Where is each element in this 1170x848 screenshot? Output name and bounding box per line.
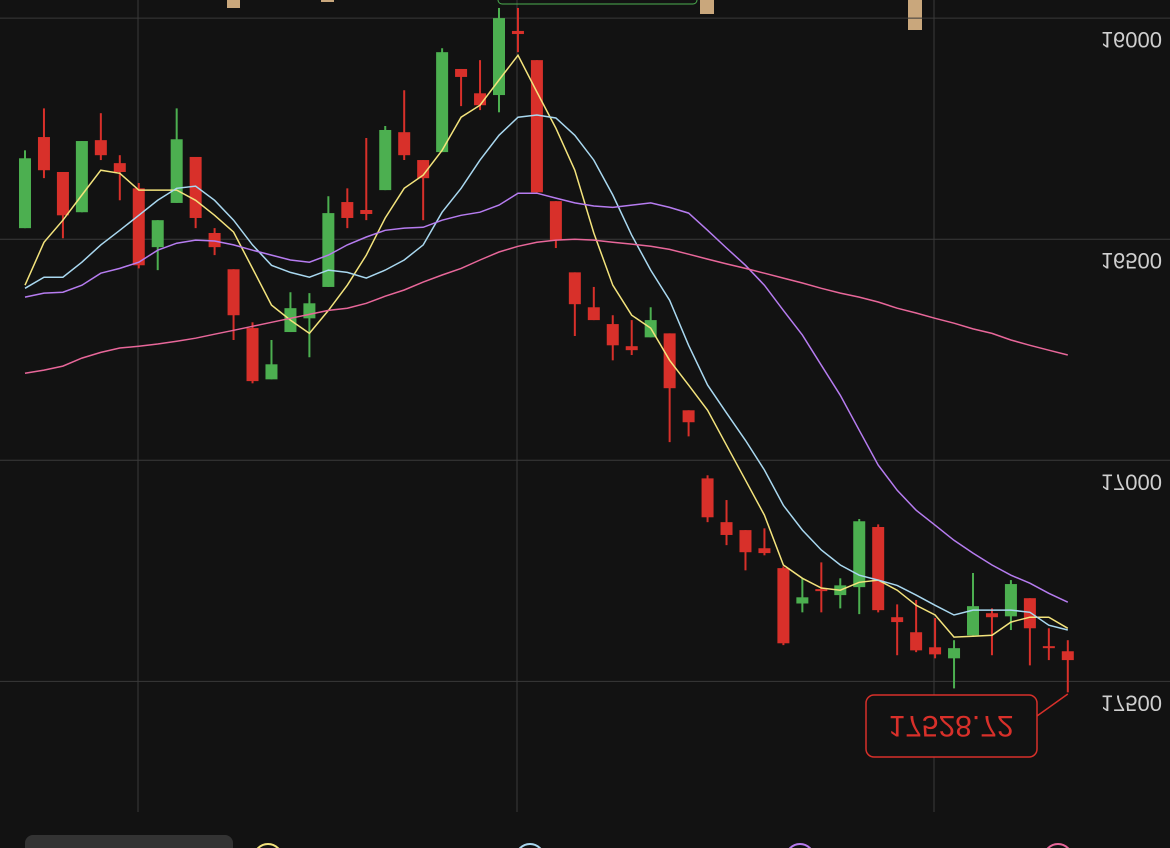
candle-body bbox=[796, 597, 809, 604]
candle-body bbox=[549, 201, 562, 241]
toggle-icon[interactable] bbox=[515, 843, 545, 848]
candle-body bbox=[701, 478, 714, 518]
candle-body bbox=[265, 364, 278, 380]
toolbar-button[interactable] bbox=[25, 835, 233, 848]
candle-body bbox=[151, 220, 164, 248]
candle-body bbox=[360, 210, 373, 214]
candle-body bbox=[587, 307, 600, 321]
candle-body bbox=[853, 521, 866, 588]
last-price-tag: 17528.72 bbox=[865, 693, 1069, 758]
candle-body bbox=[625, 346, 638, 351]
toggle-icon[interactable] bbox=[785, 843, 815, 848]
candle-body bbox=[1061, 651, 1074, 661]
candle-body bbox=[568, 272, 581, 305]
candle-body bbox=[815, 589, 828, 592]
candle-body bbox=[910, 632, 923, 651]
ma-line bbox=[24, 53, 1069, 638]
candle-body bbox=[511, 30, 524, 35]
candle-body bbox=[246, 328, 259, 382]
candle-body bbox=[1004, 584, 1017, 617]
candle-body bbox=[189, 156, 202, 218]
candle-body bbox=[417, 160, 430, 179]
y-tick-label: 16000 bbox=[1101, 27, 1162, 52]
candle-body bbox=[872, 527, 885, 611]
ma-line bbox=[24, 192, 1069, 603]
toggle-icon[interactable] bbox=[253, 843, 283, 848]
ma-line bbox=[24, 114, 1068, 631]
candle-body bbox=[113, 163, 126, 172]
candle-body bbox=[1042, 646, 1055, 649]
candle-body bbox=[132, 188, 145, 266]
candle-body bbox=[493, 18, 505, 96]
candle-body bbox=[398, 132, 411, 156]
candle-body bbox=[929, 647, 942, 655]
candle-body bbox=[227, 269, 240, 316]
candle-body bbox=[56, 171, 69, 216]
candle-body bbox=[891, 617, 904, 623]
candle-body bbox=[758, 548, 771, 554]
y-tick-label: 16500 bbox=[1101, 248, 1162, 273]
partial-bar bbox=[321, 0, 334, 2]
toggle-icon[interactable] bbox=[1043, 843, 1073, 848]
candle-body bbox=[967, 606, 979, 636]
candle-body bbox=[682, 410, 695, 423]
candle-body bbox=[985, 613, 998, 618]
ma-line bbox=[24, 238, 1068, 374]
y-tick-label: 17000 bbox=[1101, 469, 1162, 494]
candle-body bbox=[474, 93, 487, 106]
candle-body bbox=[341, 202, 354, 218]
candle-body bbox=[739, 530, 752, 553]
candle-body bbox=[379, 129, 392, 191]
candle-body bbox=[322, 213, 335, 287]
partial-bar bbox=[700, 0, 714, 14]
last-price-pointer bbox=[1036, 693, 1069, 717]
partial-bar bbox=[227, 0, 240, 8]
candle-body bbox=[19, 158, 31, 229]
candle-body bbox=[455, 68, 468, 77]
candle-body bbox=[606, 324, 619, 346]
date-grid bbox=[137, 0, 935, 812]
candle-body bbox=[1023, 598, 1036, 629]
candle-body bbox=[170, 139, 183, 203]
last-price-box bbox=[865, 694, 1038, 758]
candle-body bbox=[94, 140, 107, 156]
candle-body bbox=[75, 141, 88, 213]
candle-body bbox=[436, 52, 449, 153]
partial-bar bbox=[908, 0, 922, 30]
candle-body bbox=[303, 303, 316, 319]
partial-box bbox=[497, 0, 698, 5]
last-price-label: 17528.72 bbox=[888, 709, 1013, 742]
y-tick-label: 17500 bbox=[1101, 690, 1162, 715]
candle-body bbox=[530, 60, 543, 193]
candle-body bbox=[208, 233, 221, 248]
candle-body bbox=[37, 137, 50, 171]
candle-body bbox=[948, 648, 961, 659]
candle-body bbox=[777, 568, 790, 644]
candle-body bbox=[720, 522, 733, 535]
